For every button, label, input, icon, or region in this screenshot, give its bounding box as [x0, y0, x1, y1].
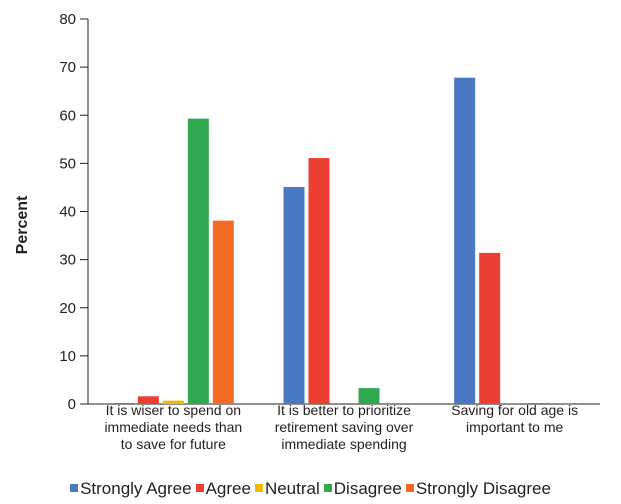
legend-item: Disagree	[324, 479, 402, 499]
bar-strongly-agree	[284, 187, 305, 404]
legend-swatch	[196, 484, 204, 492]
bar-agree	[309, 158, 330, 404]
legend-label: Disagree	[334, 479, 402, 498]
category-labels: It is wiser to spend on immediate needs t…	[104, 402, 578, 452]
x-category-label: It is better to prioritize retirement sav…	[275, 402, 414, 452]
y-axis-label: Percent	[14, 195, 31, 254]
legend-swatch	[324, 484, 332, 492]
legend-item: Neutral	[255, 479, 320, 499]
legend-item: Agree	[196, 479, 251, 499]
y-tick-label: 70	[59, 59, 76, 76]
x-category-label: Saving for old age is important to me	[451, 402, 578, 435]
legend-label: Strongly Disagree	[416, 479, 551, 498]
bar-chart: 0 10 20 30 40 50 60 70 80 It is wiser to spend o…	[0, 0, 621, 480]
legend-item: Strongly Agree	[70, 479, 192, 499]
y-tick-label: 30	[59, 252, 76, 269]
legend-swatch	[70, 484, 78, 492]
bar-strongly-disagree	[213, 221, 234, 404]
y-tick-label: 10	[59, 348, 76, 365]
legend-label: Neutral	[265, 479, 320, 498]
x-category-label: It is wiser to spend on immediate needs t…	[104, 402, 242, 452]
y-axis: 0 10 20 30 40 50 60 70 80	[59, 11, 88, 413]
bar-agree	[479, 253, 500, 404]
legend-item: Strongly Disagree	[406, 479, 551, 499]
y-tick-label: 40	[59, 204, 76, 221]
bar-disagree	[188, 119, 209, 404]
y-tick-label: 50	[59, 155, 76, 172]
bar-strongly-agree	[454, 78, 475, 404]
legend-swatch	[406, 484, 414, 492]
y-tick-label: 60	[59, 107, 76, 124]
legend-label: Strongly Agree	[80, 479, 192, 498]
y-tick-label: 20	[59, 300, 76, 317]
bars	[113, 78, 550, 404]
y-tick-label: 80	[59, 11, 76, 28]
y-tick-label: 0	[68, 396, 76, 413]
legend: Strongly Agree Agree Neutral Disagree Strong…	[0, 479, 621, 499]
legend-label: Agree	[206, 479, 251, 498]
legend-swatch	[255, 484, 263, 492]
